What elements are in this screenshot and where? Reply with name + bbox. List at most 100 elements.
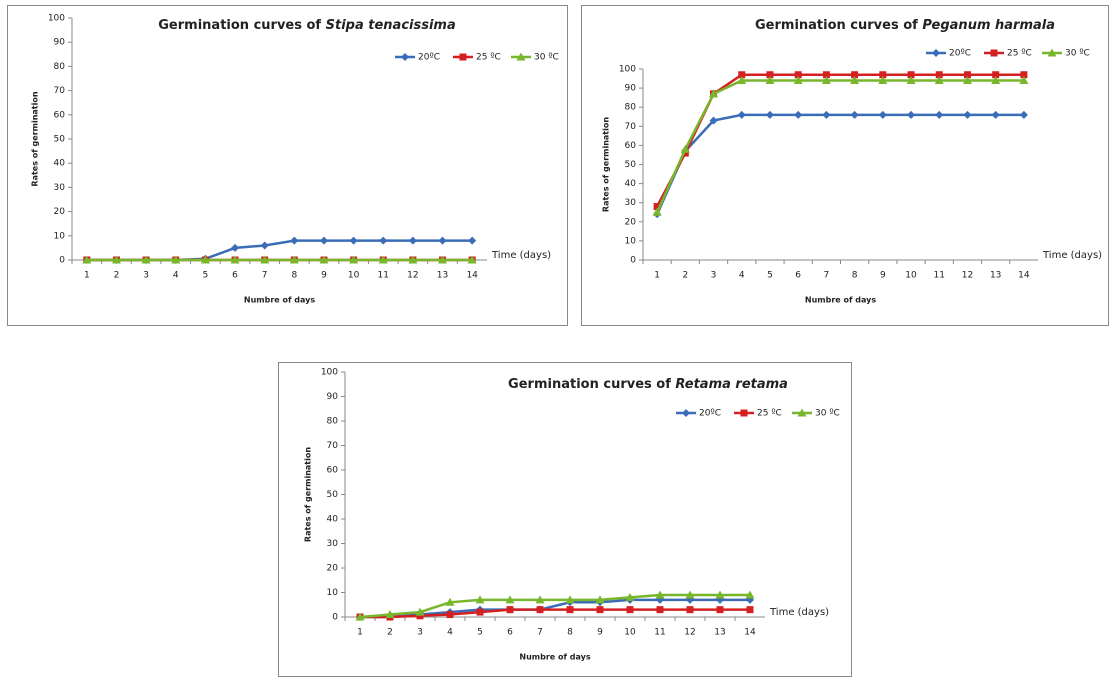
data-point [879, 71, 887, 79]
y-tick-label: 50 [625, 160, 637, 170]
chart: Germination curves of Retama retama 0 10 20… [278, 362, 852, 677]
data-point [686, 606, 694, 614]
data-point [822, 110, 831, 119]
y-tick-label: 10 [54, 231, 66, 241]
data-point [468, 236, 477, 245]
data-point [962, 75, 972, 84]
data-point [476, 608, 484, 616]
legend-marker [459, 53, 467, 61]
data-point [1019, 75, 1029, 84]
data-point [935, 71, 943, 79]
x-axis-title: Numbre of days [519, 653, 590, 662]
data-point [765, 110, 774, 119]
data-point [536, 606, 544, 614]
data-point [793, 75, 803, 84]
series-line [655, 113, 1024, 215]
x-tick-label: 9 [880, 271, 886, 281]
data-point [737, 75, 747, 84]
x-tick-label: 1 [357, 628, 363, 638]
y-tick-label: 80 [327, 417, 339, 427]
data-point [379, 236, 388, 245]
data-point [746, 595, 754, 604]
data-point [907, 110, 916, 119]
x-tick-label: 8 [567, 628, 573, 638]
data-point [878, 110, 887, 119]
annotation: Time (days) [1042, 250, 1102, 261]
data-point [794, 71, 802, 79]
y-tick-label: 80 [625, 103, 637, 113]
data-point [1019, 110, 1028, 119]
legend-marker [932, 49, 940, 57]
x-tick-label: 13 [437, 271, 448, 281]
x-tick-label: 11 [654, 628, 665, 638]
data-point [595, 595, 605, 604]
data-point [746, 606, 754, 614]
series-line [360, 608, 750, 619]
y-tick-label: 100 [48, 14, 65, 24]
y-tick-label: 80 [54, 62, 66, 72]
x-tick-label: 3 [417, 628, 423, 638]
x-tick-label: 4 [447, 628, 453, 638]
title-species: Retama retama [675, 377, 788, 392]
x-tick-label: 4 [173, 271, 179, 281]
data-point [408, 255, 418, 264]
title-species: Stipa tenacissima [326, 18, 456, 33]
data-point [141, 255, 151, 264]
y-tick-label: 30 [625, 198, 637, 208]
data-point [681, 149, 689, 157]
y-tick-label: 60 [54, 110, 66, 120]
x-tick-label: 9 [597, 628, 603, 638]
data-point [738, 71, 746, 79]
data-point [231, 243, 240, 252]
x-tick-label: 8 [291, 271, 297, 281]
data-point [821, 75, 831, 84]
x-tick-label: 14 [1018, 271, 1030, 281]
data-point [260, 241, 269, 250]
data-point [680, 144, 690, 153]
data-point [991, 110, 1000, 119]
y-tick-label: 30 [327, 539, 339, 549]
y-tick-label: 70 [54, 86, 66, 96]
data-point [438, 236, 447, 245]
data-point [230, 255, 240, 264]
x-tick-label: 5 [477, 628, 483, 638]
x-tick-label: 14 [466, 271, 478, 281]
x-tick-label: 13 [714, 628, 725, 638]
legend-label: 25 ºC [476, 53, 501, 63]
y-tick-label: 30 [54, 183, 66, 193]
data-point [111, 255, 121, 264]
x-tick-label: 7 [537, 628, 543, 638]
x-tick-label: 3 [143, 271, 149, 281]
data-point [565, 595, 575, 604]
data-point [715, 590, 725, 599]
y-axis-title: Rates of germination [602, 117, 611, 212]
data-point [655, 590, 665, 599]
x-tick-label: 5 [767, 271, 773, 281]
legend-marker [990, 49, 998, 57]
y-tick-label: 70 [625, 122, 637, 132]
y-tick-label: 0 [332, 613, 338, 623]
x-tick-label: 11 [934, 271, 945, 281]
x-tick-label: 14 [744, 628, 756, 638]
data-point [766, 71, 774, 79]
data-point [709, 116, 718, 125]
legend-label: 20ºC [949, 49, 971, 59]
chart-title: Germination curves of Stipa tenacissima [158, 18, 455, 33]
x-tick-label: 1 [84, 271, 90, 281]
data-point [850, 110, 859, 119]
x-tick-label: 8 [852, 271, 858, 281]
x-tick-label: 5 [203, 271, 209, 281]
legend-label: 30 ºC [815, 409, 840, 419]
x-tick-label: 13 [990, 271, 1001, 281]
data-point [656, 595, 664, 604]
legend-marker [682, 409, 690, 417]
y-tick-label: 60 [625, 141, 637, 151]
data-point [475, 595, 485, 604]
x-axis-title: Numbre of days [805, 296, 876, 305]
legend-label: 20ºC [418, 53, 440, 63]
data-point [906, 75, 916, 84]
x-tick-label: 2 [682, 271, 688, 281]
data-point [851, 71, 859, 79]
data-point [505, 595, 515, 604]
